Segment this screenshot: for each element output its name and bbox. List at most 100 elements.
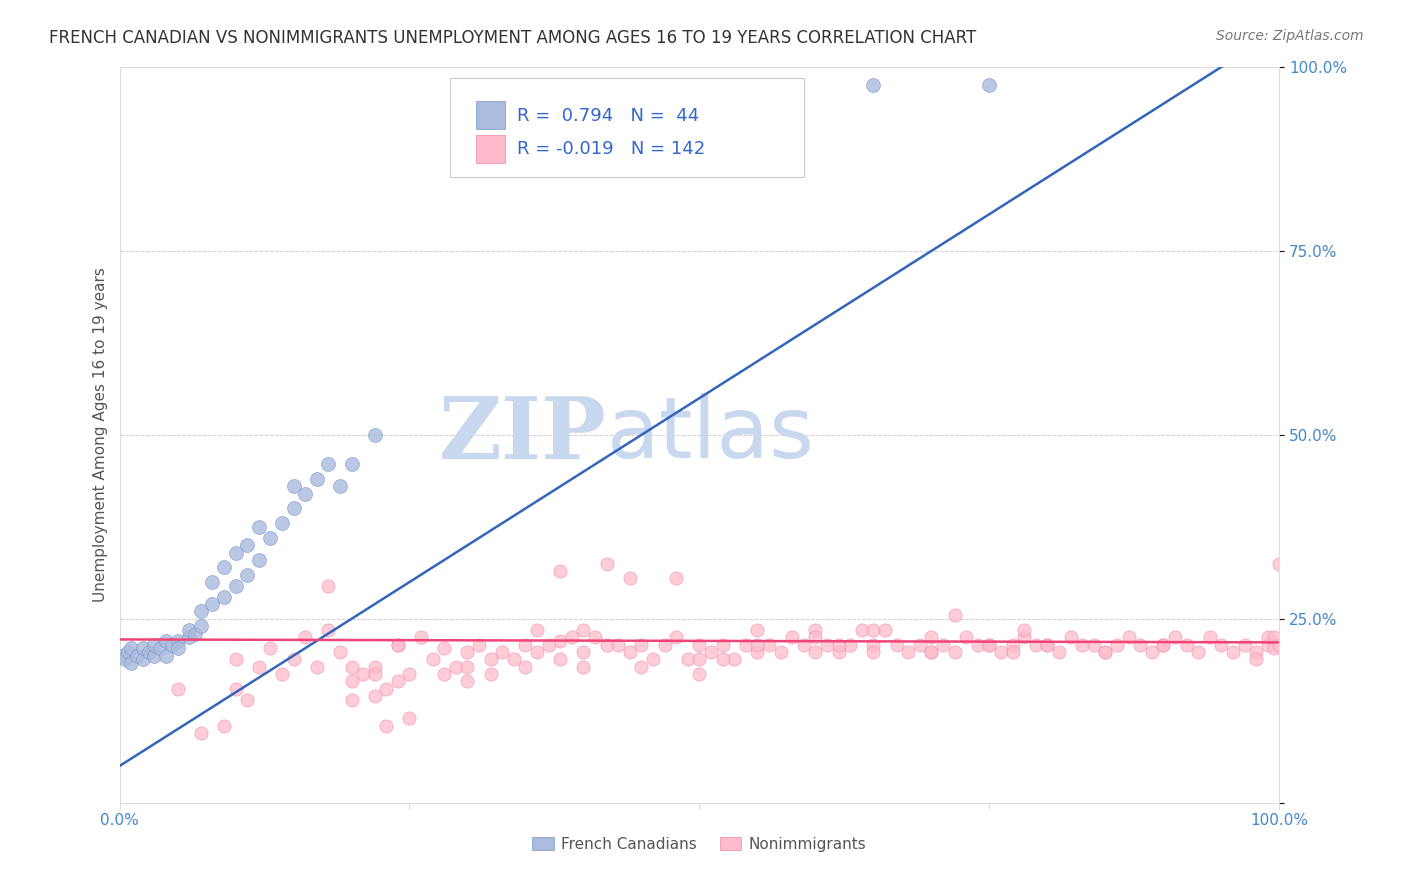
Point [125,648,148,663]
Point [1198,630,1220,644]
Point [676,652,699,666]
Point [1014,630,1036,644]
Point [862,638,884,652]
FancyBboxPatch shape [475,102,505,129]
Point [143,648,166,663]
Point [120,656,142,670]
Point [259,531,281,545]
Point [166,641,188,656]
Point [862,623,884,637]
Point [908,638,931,652]
Point [711,652,734,666]
Point [212,718,235,732]
Point [1246,652,1268,666]
Point [422,652,444,666]
Point [352,667,374,681]
Point [1257,638,1279,652]
Text: FRENCH CANADIAN VS NONIMMIGRANTS UNEMPLOYMENT AMONG AGES 16 TO 19 YEARS CORRELAT: FRENCH CANADIAN VS NONIMMIGRANTS UNEMPLO… [49,29,976,46]
Point [225,652,247,666]
Point [456,659,478,673]
Point [236,538,259,552]
Point [398,667,420,681]
Point [550,652,572,666]
Point [247,520,270,534]
Point [503,652,526,666]
Point [1083,638,1105,652]
Point [1175,638,1198,652]
Point [1222,645,1244,659]
Point [619,571,641,585]
Point [149,641,172,656]
Point [318,579,340,593]
Point [120,641,142,656]
Point [769,645,792,659]
Point [363,689,385,703]
Point [1094,645,1116,659]
Point [711,638,734,652]
Point [1257,630,1279,644]
Point [305,659,328,673]
Point [735,638,758,652]
Point [305,472,328,486]
Point [537,638,560,652]
Point [340,457,363,471]
Point [138,645,160,659]
Point [270,667,294,681]
Point [155,633,177,648]
Point [294,487,316,501]
Point [318,457,340,471]
Point [225,579,247,593]
Point [201,575,224,590]
Point [596,638,619,652]
Point [1036,638,1059,652]
Point [689,667,711,681]
Point [1268,557,1291,571]
Point [387,638,409,652]
Point [1047,645,1070,659]
Text: Source: ZipAtlas.com: Source: ZipAtlas.com [1216,29,1364,43]
Point [862,78,884,93]
Point [132,652,155,666]
Point [363,667,385,681]
Point [363,659,385,673]
Point [1001,645,1024,659]
Point [526,645,548,659]
Point [247,659,270,673]
Point [225,681,247,696]
Point [190,726,212,740]
Point [804,645,827,659]
Point [967,638,990,652]
Point [689,638,711,652]
Legend: French Canadians, Nonimmigrants: French Canadians, Nonimmigrants [526,830,873,858]
Point [117,645,139,659]
Point [665,630,688,644]
Point [1118,630,1140,644]
Point [479,667,502,681]
Point [827,638,849,652]
Point [318,623,340,637]
Point [1014,623,1036,637]
Point [979,638,1001,652]
Point [700,645,723,659]
Point [184,626,207,640]
Point [932,638,955,652]
Point [329,479,352,493]
Point [550,564,572,578]
Point [1036,638,1059,652]
Point [550,633,572,648]
Point [444,659,467,673]
Point [654,638,676,652]
Point [596,557,619,571]
Point [689,652,711,666]
Point [758,638,780,652]
Point [132,641,155,656]
Point [583,630,606,644]
Point [340,674,363,689]
Point [143,638,166,652]
Point [270,516,294,530]
Point [259,641,281,656]
Point [804,623,827,637]
Point [340,659,363,673]
Point [1071,638,1094,652]
Point [723,652,745,666]
